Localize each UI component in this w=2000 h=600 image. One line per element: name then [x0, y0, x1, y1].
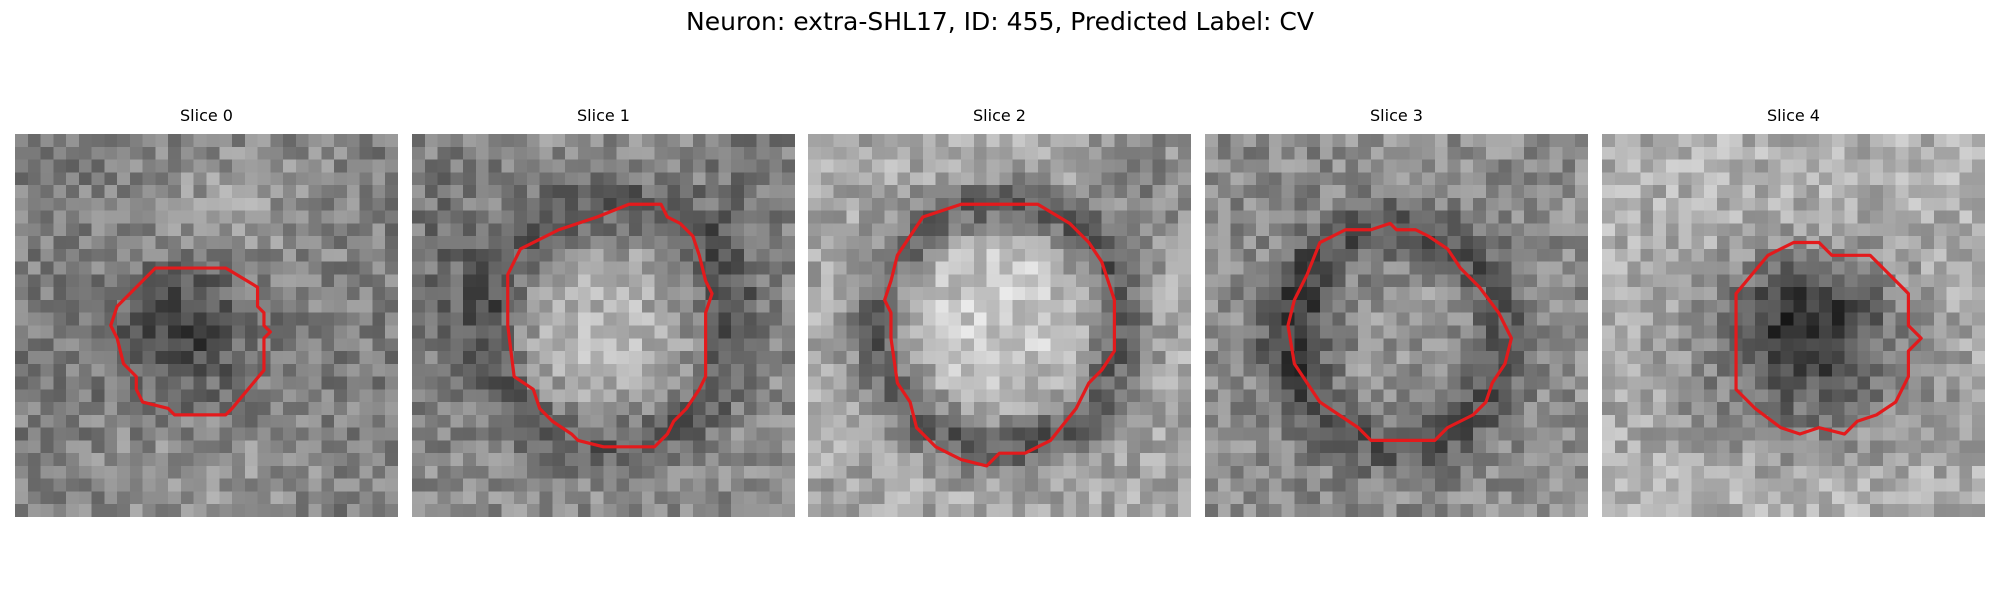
slice-image-2: [808, 134, 1191, 517]
slice-title: Slice 0: [180, 106, 233, 125]
segmentation-contour: [1286, 221, 1513, 442]
slice-title: Slice 4: [1767, 106, 1820, 125]
slice-panel-0: Slice 0: [15, 106, 398, 517]
slice-image-3: [1205, 134, 1588, 517]
segmentation-contour: [506, 202, 714, 449]
slice-image-4: [1602, 134, 1985, 517]
slice-panel-2: Slice 2: [808, 106, 1191, 517]
slice-panel-4: Slice 4: [1602, 106, 1985, 517]
segmentation-contour: [109, 266, 272, 417]
slice-image-0: [15, 134, 398, 517]
slice-title: Slice 3: [1370, 106, 1423, 125]
slice-image-1: [412, 134, 795, 517]
slice-title: Slice 1: [577, 106, 630, 125]
slice-title: Slice 2: [973, 106, 1026, 125]
figure-title: Neuron: extra-SHL17, ID: 455, Predicted …: [686, 7, 1314, 36]
segmentation-contour: [883, 202, 1116, 468]
segmentation-contour: [1734, 240, 1923, 436]
slice-panel-3: Slice 3: [1205, 106, 1588, 517]
slice-panel-1: Slice 1: [412, 106, 795, 517]
